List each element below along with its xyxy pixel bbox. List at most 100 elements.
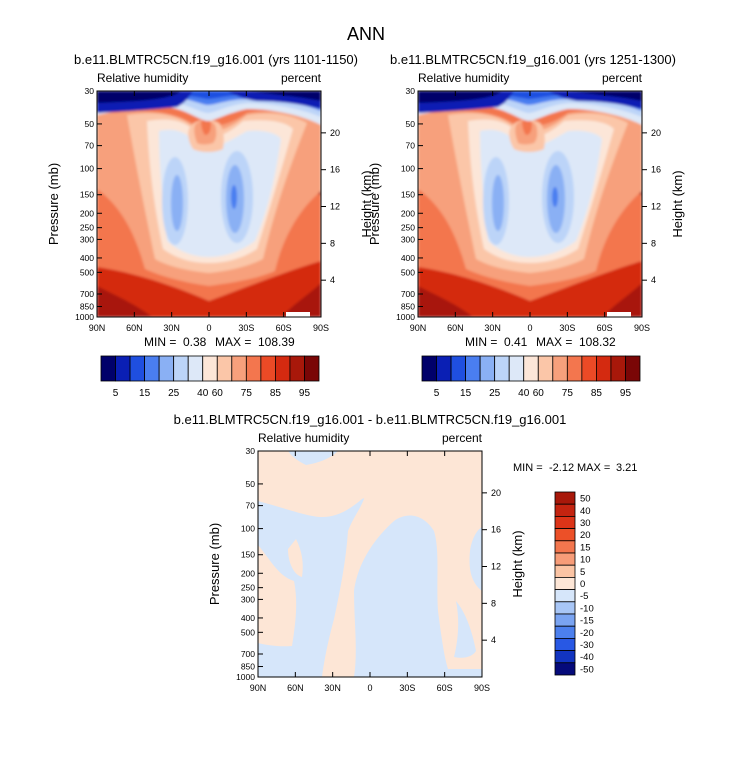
panel-2-title: b.e11.BLMTRC5CN.f19_g16.001 (yrs 1251-13… <box>390 52 676 67</box>
panel-2-axes: 90N 60N 30N 0 30S 60S 90S 30 50 70 100 150 200 250300… <box>396 86 661 333</box>
y-tick-label: 400 <box>241 613 255 623</box>
colorbar-box <box>554 601 576 615</box>
y2-tick-label: 20 <box>330 128 340 138</box>
panel-3-right-label: percent <box>442 431 483 445</box>
colorbar-label: 15 <box>580 542 591 553</box>
colorbar-box <box>554 552 576 566</box>
panel-1-colorbar: 5 15 25 40 60 75 85 95 <box>100 355 320 399</box>
y-tick-label: 250 <box>80 223 94 233</box>
x-tick-label: 30S <box>399 683 415 693</box>
x-tick-label: 60N <box>447 323 464 333</box>
colorbar-label: 20 <box>580 530 591 541</box>
colorbar-box <box>129 355 145 382</box>
colorbar-label: 40 <box>518 388 530 399</box>
y2-tick-label: 8 <box>491 598 496 608</box>
colorbar-label: 40 <box>197 388 209 399</box>
colorbar-label: 50 <box>580 494 591 505</box>
colorbar-box <box>523 355 539 382</box>
colorbar-label: 15 <box>460 388 472 399</box>
x-tick-label: 60S <box>437 683 453 693</box>
colorbar-label: 60 <box>212 388 224 399</box>
y-tick-label: 70 <box>246 501 256 511</box>
x-tick-label: 60N <box>287 683 304 693</box>
colorbar-box <box>554 650 576 664</box>
y2-tick-label: 4 <box>491 635 496 645</box>
colorbar-box <box>554 625 576 639</box>
colorbar-box <box>289 355 305 382</box>
colorbar-box <box>158 355 175 382</box>
x-tick-label: 90S <box>313 323 329 333</box>
y2-tick-label: 12 <box>330 202 340 212</box>
x-tick-label: 30S <box>559 323 575 333</box>
y-tick-label: 500 <box>80 267 94 277</box>
panel-1-y2-axis-label: Height (km) <box>359 170 374 237</box>
panel-2-right-label: percent <box>602 71 643 85</box>
colorbar-box <box>450 355 467 382</box>
colorbar-box <box>554 516 576 530</box>
y-tick-label: 700 <box>80 289 94 299</box>
colorbar-box <box>260 355 276 382</box>
y-tick-label: 30 <box>246 446 256 456</box>
panel-2-colorbar: 5 15 25 40 60 75 85 95 <box>421 355 641 399</box>
colorbar-box <box>274 355 291 382</box>
colorbar-box <box>231 355 247 382</box>
colorbar-box <box>554 528 576 542</box>
colorbar-box <box>610 355 626 382</box>
x-tick-label: 90N <box>250 683 267 693</box>
colorbar-label: 10 <box>580 555 591 566</box>
panel-1-left-label: Relative humidity <box>97 71 188 85</box>
colorbar-box <box>508 355 525 382</box>
y2-tick-label: 16 <box>651 165 661 175</box>
y-tick-label: 700 <box>241 649 255 659</box>
colorbar-box <box>554 491 576 505</box>
y-tick-label: 1000 <box>75 312 94 322</box>
panel-3-title: b.e11.BLMTRC5CN.f19_g16.001 - b.e11.BLMT… <box>174 412 567 427</box>
panel-1-min-label: MIN = <box>144 335 176 349</box>
colorbar-box <box>173 355 189 382</box>
colorbar-box <box>436 355 452 382</box>
panel-2-contour-field <box>418 91 642 317</box>
y-tick-label: 30 <box>85 86 95 96</box>
x-tick-label: 90S <box>634 323 650 333</box>
x-tick-label: 0 <box>206 323 211 333</box>
panel-1-axes: 90N 60N 30N 0 30S 60S 90S 30 50 70 100 150 200 250300… <box>75 86 340 333</box>
y-tick-label: 50 <box>246 479 256 489</box>
colorbar-label: -30 <box>580 640 594 651</box>
colorbar-label: 75 <box>562 388 574 399</box>
x-tick-label: 0 <box>527 323 532 333</box>
x-tick-label: 60S <box>276 323 292 333</box>
colorbar-box <box>304 355 320 382</box>
colorbar-box <box>115 355 131 382</box>
colorbar-box <box>494 355 510 382</box>
panel-3-contour-field <box>258 451 482 677</box>
panel-1: b.e11.BLMTRC5CN.f19_g16.001 (yrs 1101-11… <box>46 52 374 399</box>
colorbar-box <box>554 638 576 652</box>
colorbar-box <box>554 613 576 627</box>
colorbar-label: 60 <box>533 388 545 399</box>
panel-1-title: b.e11.BLMTRC5CN.f19_g16.001 (yrs 1101-11… <box>74 52 358 67</box>
panel-2-y-axis-label: Pressure (mb) <box>367 163 382 245</box>
y-tick-label: 700 <box>401 289 415 299</box>
y-tick-label: 850 <box>401 302 415 312</box>
panel-1-y-axis-label: Pressure (mb) <box>46 163 61 245</box>
y2-tick-label: 12 <box>651 202 661 212</box>
colorbar-box <box>421 355 437 382</box>
colorbar-label: 85 <box>591 388 603 399</box>
y-tick-label: 30 <box>406 86 416 96</box>
colorbar-label: 25 <box>168 388 180 399</box>
y-tick-label: 200 <box>401 208 415 218</box>
x-tick-label: 90N <box>89 323 106 333</box>
colorbar-box <box>554 577 576 591</box>
y-tick-label: 100 <box>401 164 415 174</box>
colorbar-label: -40 <box>580 652 594 663</box>
colorbar-box <box>144 355 160 382</box>
y-tick-label: 1000 <box>236 672 255 682</box>
colorbar-box <box>100 355 116 382</box>
colorbar-box <box>554 503 576 517</box>
colorbar-label: 15 <box>139 388 151 399</box>
y2-tick-label: 8 <box>330 238 335 248</box>
panel-3-max-label: MAX = <box>577 462 610 474</box>
colorbar-box <box>554 564 576 578</box>
